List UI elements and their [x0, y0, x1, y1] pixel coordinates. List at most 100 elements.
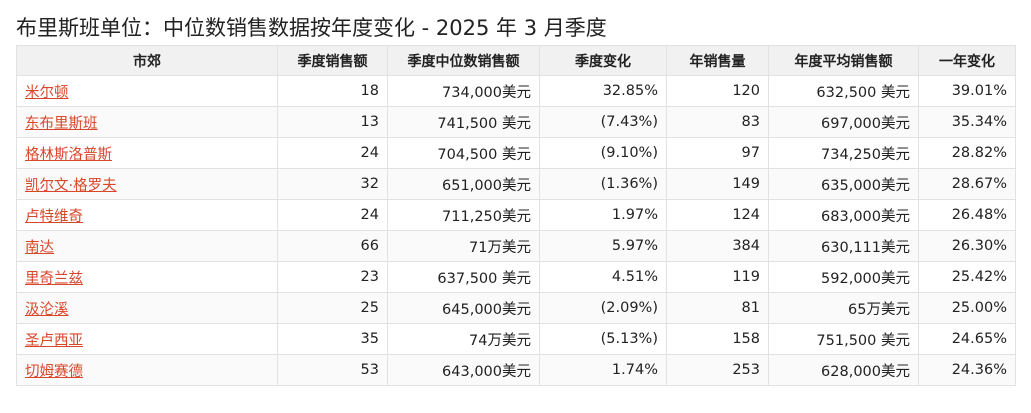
cell-annual-avg: 630,111美元 — [768, 230, 919, 262]
cell-annual-avg: 635,000美元 — [768, 168, 919, 200]
suburb-link[interactable]: 汲沦溪 — [25, 301, 69, 318]
cell-annual-avg: 592,000美元 — [768, 261, 919, 293]
header-quarter-change[interactable]: 季度变化 — [539, 45, 667, 76]
cell-annual-avg: 697,000美元 — [768, 106, 919, 138]
cell-quarter-change: (2.09%) — [539, 292, 667, 324]
cell-annual-change: 35.34% — [918, 106, 1016, 138]
cell-quarter-sales: 66 — [277, 230, 388, 262]
cell-suburb: 切姆赛德 — [16, 354, 278, 386]
cell-quarter-sales: 23 — [277, 261, 388, 293]
cell-quarter-sales: 53 — [277, 354, 388, 386]
header-annual-change[interactable]: 一年变化 — [918, 45, 1016, 76]
cell-quarter-median: 645,000美元 — [387, 292, 540, 324]
cell-quarter-median: 71万美元 — [387, 230, 540, 262]
table-row: 南达 66 71万美元 5.97% 384 630,111美元 26.30% — [16, 230, 1016, 262]
cell-annual-avg: 632,500 美元 — [768, 75, 919, 107]
cell-quarter-change: (5.13%) — [539, 323, 667, 355]
table-row: 卢特维奇 24 711,250美元 1.97% 124 683,000美元 26.48% — [16, 199, 1016, 231]
cell-annual-volume: 384 — [666, 230, 769, 262]
suburb-link[interactable]: 卢特维奇 — [25, 208, 83, 225]
cell-quarter-sales: 24 — [277, 137, 388, 169]
cell-annual-change: 25.00% — [918, 292, 1016, 324]
cell-quarter-sales: 32 — [277, 168, 388, 200]
header-quarter-sales[interactable]: 季度销售额 — [277, 45, 388, 76]
cell-suburb: 东布里斯班 — [16, 106, 278, 138]
cell-quarter-median: 74万美元 — [387, 323, 540, 355]
cell-quarter-median: 651,000美元 — [387, 168, 540, 200]
suburb-link[interactable]: 凯尔文·格罗夫 — [25, 177, 117, 194]
cell-suburb: 汲沦溪 — [16, 292, 278, 324]
suburb-link[interactable]: 东布里斯班 — [25, 115, 98, 132]
table-row: 凯尔文·格罗夫 32 651,000美元 (1.36%) 149 635,000美元 28.… — [16, 168, 1016, 200]
header-annual-volume[interactable]: 年销售量 — [666, 45, 769, 76]
cell-annual-avg: 65万美元 — [768, 292, 919, 324]
table-row: 里奇兰兹 23 637,500 美元 4.51% 119 592,000美元 25.42% — [16, 261, 1016, 293]
cell-annual-avg: 683,000美元 — [768, 199, 919, 231]
cell-annual-volume: 124 — [666, 199, 769, 231]
cell-annual-avg: 628,000美元 — [768, 354, 919, 386]
suburb-link[interactable]: 南达 — [25, 239, 54, 256]
table-row: 汲沦溪 25 645,000美元 (2.09%) 81 65万美元 25.00% — [16, 292, 1016, 324]
page-title: 布里斯班单位：中位数销售数据按年度变化 - 2025 年 3 月季度 — [16, 16, 607, 40]
cell-annual-volume: 83 — [666, 106, 769, 138]
cell-quarter-median: 704,500 美元 — [387, 137, 540, 169]
cell-annual-change: 26.48% — [918, 199, 1016, 231]
cell-annual-change: 26.30% — [918, 230, 1016, 262]
cell-annual-change: 28.67% — [918, 168, 1016, 200]
cell-quarter-change: 1.74% — [539, 354, 667, 386]
table-body: 米尔顿 18 734,000美元 32.85% 120 632,500 美元 39.01% 东… — [16, 75, 1016, 386]
table-row: 米尔顿 18 734,000美元 32.85% 120 632,500 美元 39.01% — [16, 75, 1016, 107]
cell-quarter-median: 711,250美元 — [387, 199, 540, 231]
cell-quarter-change: (7.43%) — [539, 106, 667, 138]
cell-suburb: 米尔顿 — [16, 75, 278, 107]
cell-quarter-median: 637,500 美元 — [387, 261, 540, 293]
cell-annual-volume: 81 — [666, 292, 769, 324]
cell-annual-change: 39.01% — [918, 75, 1016, 107]
table-row: 圣卢西亚 35 74万美元 (5.13%) 158 751,500 美元 24.65% — [16, 323, 1016, 355]
cell-quarter-sales: 35 — [277, 323, 388, 355]
cell-quarter-change: 32.85% — [539, 75, 667, 107]
cell-suburb: 里奇兰兹 — [16, 261, 278, 293]
cell-annual-change: 24.36% — [918, 354, 1016, 386]
cell-quarter-median: 741,500 美元 — [387, 106, 540, 138]
cell-quarter-median: 643,000美元 — [387, 354, 540, 386]
cell-quarter-sales: 13 — [277, 106, 388, 138]
cell-annual-volume: 149 — [666, 168, 769, 200]
cell-suburb: 卢特维奇 — [16, 199, 278, 231]
cell-quarter-sales: 18 — [277, 75, 388, 107]
suburb-link[interactable]: 圣卢西亚 — [25, 332, 83, 349]
table-header-row: 市郊 季度销售额 季度中位数销售额 季度变化 年销售量 年度平均销售额 一年变化 — [16, 45, 1016, 76]
cell-quarter-change: 4.51% — [539, 261, 667, 293]
suburb-link[interactable]: 切姆赛德 — [25, 363, 83, 380]
header-quarter-median[interactable]: 季度中位数销售额 — [387, 45, 540, 76]
cell-annual-avg: 751,500 美元 — [768, 323, 919, 355]
cell-quarter-sales: 25 — [277, 292, 388, 324]
cell-annual-volume: 120 — [666, 75, 769, 107]
cell-annual-change: 24.65% — [918, 323, 1016, 355]
header-annual-avg[interactable]: 年度平均销售额 — [768, 45, 919, 76]
sales-table: 市郊 季度销售额 季度中位数销售额 季度变化 年销售量 年度平均销售额 一年变化… — [16, 45, 1016, 386]
cell-annual-volume: 119 — [666, 261, 769, 293]
cell-quarter-change: (1.36%) — [539, 168, 667, 200]
cell-annual-volume: 158 — [666, 323, 769, 355]
cell-quarter-sales: 24 — [277, 199, 388, 231]
cell-quarter-change: 5.97% — [539, 230, 667, 262]
table-row: 格林斯洛普斯 24 704,500 美元 (9.10%) 97 734,250美元 28.8… — [16, 137, 1016, 169]
cell-quarter-change: (9.10%) — [539, 137, 667, 169]
cell-quarter-median: 734,000美元 — [387, 75, 540, 107]
cell-annual-volume: 97 — [666, 137, 769, 169]
cell-suburb: 圣卢西亚 — [16, 323, 278, 355]
cell-suburb: 凯尔文·格罗夫 — [16, 168, 278, 200]
cell-annual-change: 25.42% — [918, 261, 1016, 293]
cell-annual-volume: 253 — [666, 354, 769, 386]
cell-annual-avg: 734,250美元 — [768, 137, 919, 169]
table-row: 切姆赛德 53 643,000美元 1.74% 253 628,000美元 24.36% — [16, 354, 1016, 386]
cell-suburb: 格林斯洛普斯 — [16, 137, 278, 169]
cell-quarter-change: 1.97% — [539, 199, 667, 231]
suburb-link[interactable]: 格林斯洛普斯 — [25, 146, 112, 163]
header-suburb[interactable]: 市郊 — [16, 45, 278, 76]
suburb-link[interactable]: 米尔顿 — [25, 84, 69, 101]
suburb-link[interactable]: 里奇兰兹 — [25, 270, 83, 287]
table-row: 东布里斯班 13 741,500 美元 (7.43%) 83 697,000美元 35.34… — [16, 106, 1016, 138]
